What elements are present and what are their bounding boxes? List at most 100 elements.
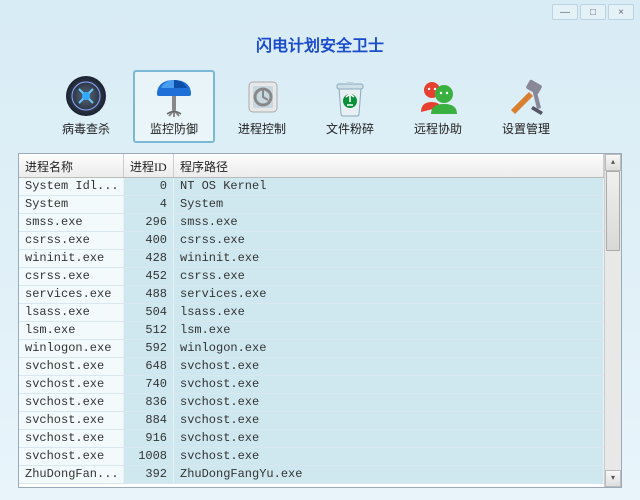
toolbar-label: 设置管理 [487,120,565,137]
process-table: 进程名称 进程ID 程序路径 System Idl...0NT OS Kerne… [18,153,622,488]
cell-name: svchost.exe [19,448,124,465]
cell-path: NT OS Kernel [174,178,604,195]
toolbar-remote-help[interactable]: 远程协助 [397,70,479,143]
cell-name: winlogon.exe [19,340,124,357]
cell-id: 884 [124,412,174,429]
toolbar-label: 进程控制 [223,120,301,137]
cell-path: svchost.exe [174,376,604,393]
table-row[interactable]: svchost.exe740svchost.exe [19,376,604,394]
cell-name: svchost.exe [19,376,124,393]
cell-path: winlogon.exe [174,340,604,357]
app-window: — □ × 闪电计划安全卫士 病毒查杀监控防御进程控制文件粉碎远程协助设置管理 … [0,0,640,500]
process-control-icon [238,74,286,118]
table-row[interactable]: csrss.exe452csrss.exe [19,268,604,286]
cell-name: csrss.exe [19,232,124,249]
cell-name: lsass.exe [19,304,124,321]
table-header: 进程名称 进程ID 程序路径 [19,154,604,178]
cell-id: 916 [124,430,174,447]
monitor-defense-icon [150,74,198,118]
cell-path: svchost.exe [174,448,604,465]
table-row[interactable]: System Idl...0NT OS Kernel [19,178,604,196]
cell-name: csrss.exe [19,268,124,285]
cell-name: System [19,196,124,213]
scroll-thumb[interactable] [606,171,620,251]
table-row[interactable]: wininit.exe428wininit.exe [19,250,604,268]
toolbar-monitor-defense[interactable]: 监控防御 [133,70,215,143]
cell-path: ZhuDongFangYu.exe [174,466,604,483]
cell-id: 512 [124,322,174,339]
toolbar-label: 监控防御 [135,120,213,137]
cell-id: 488 [124,286,174,303]
toolbar-label: 文件粉碎 [311,120,389,137]
cell-path: svchost.exe [174,394,604,411]
col-header-name[interactable]: 进程名称 [19,154,124,177]
cell-name: ZhuDongFan... [19,466,124,483]
toolbar-file-shred[interactable]: 文件粉碎 [309,70,391,143]
cell-id: 504 [124,304,174,321]
cell-name: services.exe [19,286,124,303]
table-body: System Idl...0NT OS KernelSystem4Systems… [19,178,604,484]
cell-path: csrss.exe [174,232,604,249]
scroll-down-button[interactable]: ▾ [605,470,621,487]
cell-name: svchost.exe [19,358,124,375]
settings-icon [502,74,550,118]
cell-name: smss.exe [19,214,124,231]
scroll-up-button[interactable]: ▴ [605,154,621,171]
cell-name: wininit.exe [19,250,124,267]
table-row[interactable]: winlogon.exe592winlogon.exe [19,340,604,358]
titlebar: — □ × [0,0,640,24]
table-row[interactable]: svchost.exe884svchost.exe [19,412,604,430]
app-title: 闪电计划安全卫士 [0,32,640,56]
cell-path: svchost.exe [174,430,604,447]
virus-scan-icon [62,74,110,118]
col-header-id[interactable]: 进程ID [124,154,174,177]
table-row[interactable]: smss.exe296smss.exe [19,214,604,232]
cell-id: 452 [124,268,174,285]
toolbar-label: 病毒查杀 [47,120,125,137]
cell-id: 400 [124,232,174,249]
table-row[interactable]: ZhuDongFan...392ZhuDongFangYu.exe [19,466,604,484]
cell-id: 296 [124,214,174,231]
cell-path: lsass.exe [174,304,604,321]
remote-help-icon [414,74,462,118]
table-row[interactable]: svchost.exe836svchost.exe [19,394,604,412]
table-row[interactable]: csrss.exe400csrss.exe [19,232,604,250]
cell-id: 592 [124,340,174,357]
cell-id: 836 [124,394,174,411]
table-row[interactable]: svchost.exe648svchost.exe [19,358,604,376]
minimize-button[interactable]: — [552,4,578,20]
cell-id: 428 [124,250,174,267]
toolbar-label: 远程协助 [399,120,477,137]
cell-name: svchost.exe [19,430,124,447]
table-row[interactable]: svchost.exe1008svchost.exe [19,448,604,466]
col-header-path[interactable]: 程序路径 [174,154,604,177]
cell-path: System [174,196,604,213]
cell-id: 740 [124,376,174,393]
toolbar: 病毒查杀监控防御进程控制文件粉碎远程协助设置管理 [0,70,640,153]
cell-path: wininit.exe [174,250,604,267]
table-row[interactable]: lsm.exe512lsm.exe [19,322,604,340]
cell-path: smss.exe [174,214,604,231]
table-row[interactable]: services.exe488services.exe [19,286,604,304]
table-row[interactable]: svchost.exe916svchost.exe [19,430,604,448]
cell-path: csrss.exe [174,268,604,285]
cell-name: svchost.exe [19,394,124,411]
cell-id: 4 [124,196,174,213]
maximize-button[interactable]: □ [580,4,606,20]
cell-path: lsm.exe [174,322,604,339]
cell-path: svchost.exe [174,358,604,375]
cell-path: services.exe [174,286,604,303]
toolbar-virus-scan[interactable]: 病毒查杀 [45,70,127,143]
cell-path: svchost.exe [174,412,604,429]
cell-name: lsm.exe [19,322,124,339]
close-button[interactable]: × [608,4,634,20]
cell-id: 648 [124,358,174,375]
table-row[interactable]: lsass.exe504lsass.exe [19,304,604,322]
cell-name: System Idl... [19,178,124,195]
toolbar-process-control[interactable]: 进程控制 [221,70,303,143]
cell-id: 392 [124,466,174,483]
table-row[interactable]: System4System [19,196,604,214]
cell-id: 1008 [124,448,174,465]
scrollbar[interactable]: ▴ ▾ [604,154,621,487]
toolbar-settings[interactable]: 设置管理 [485,70,567,143]
